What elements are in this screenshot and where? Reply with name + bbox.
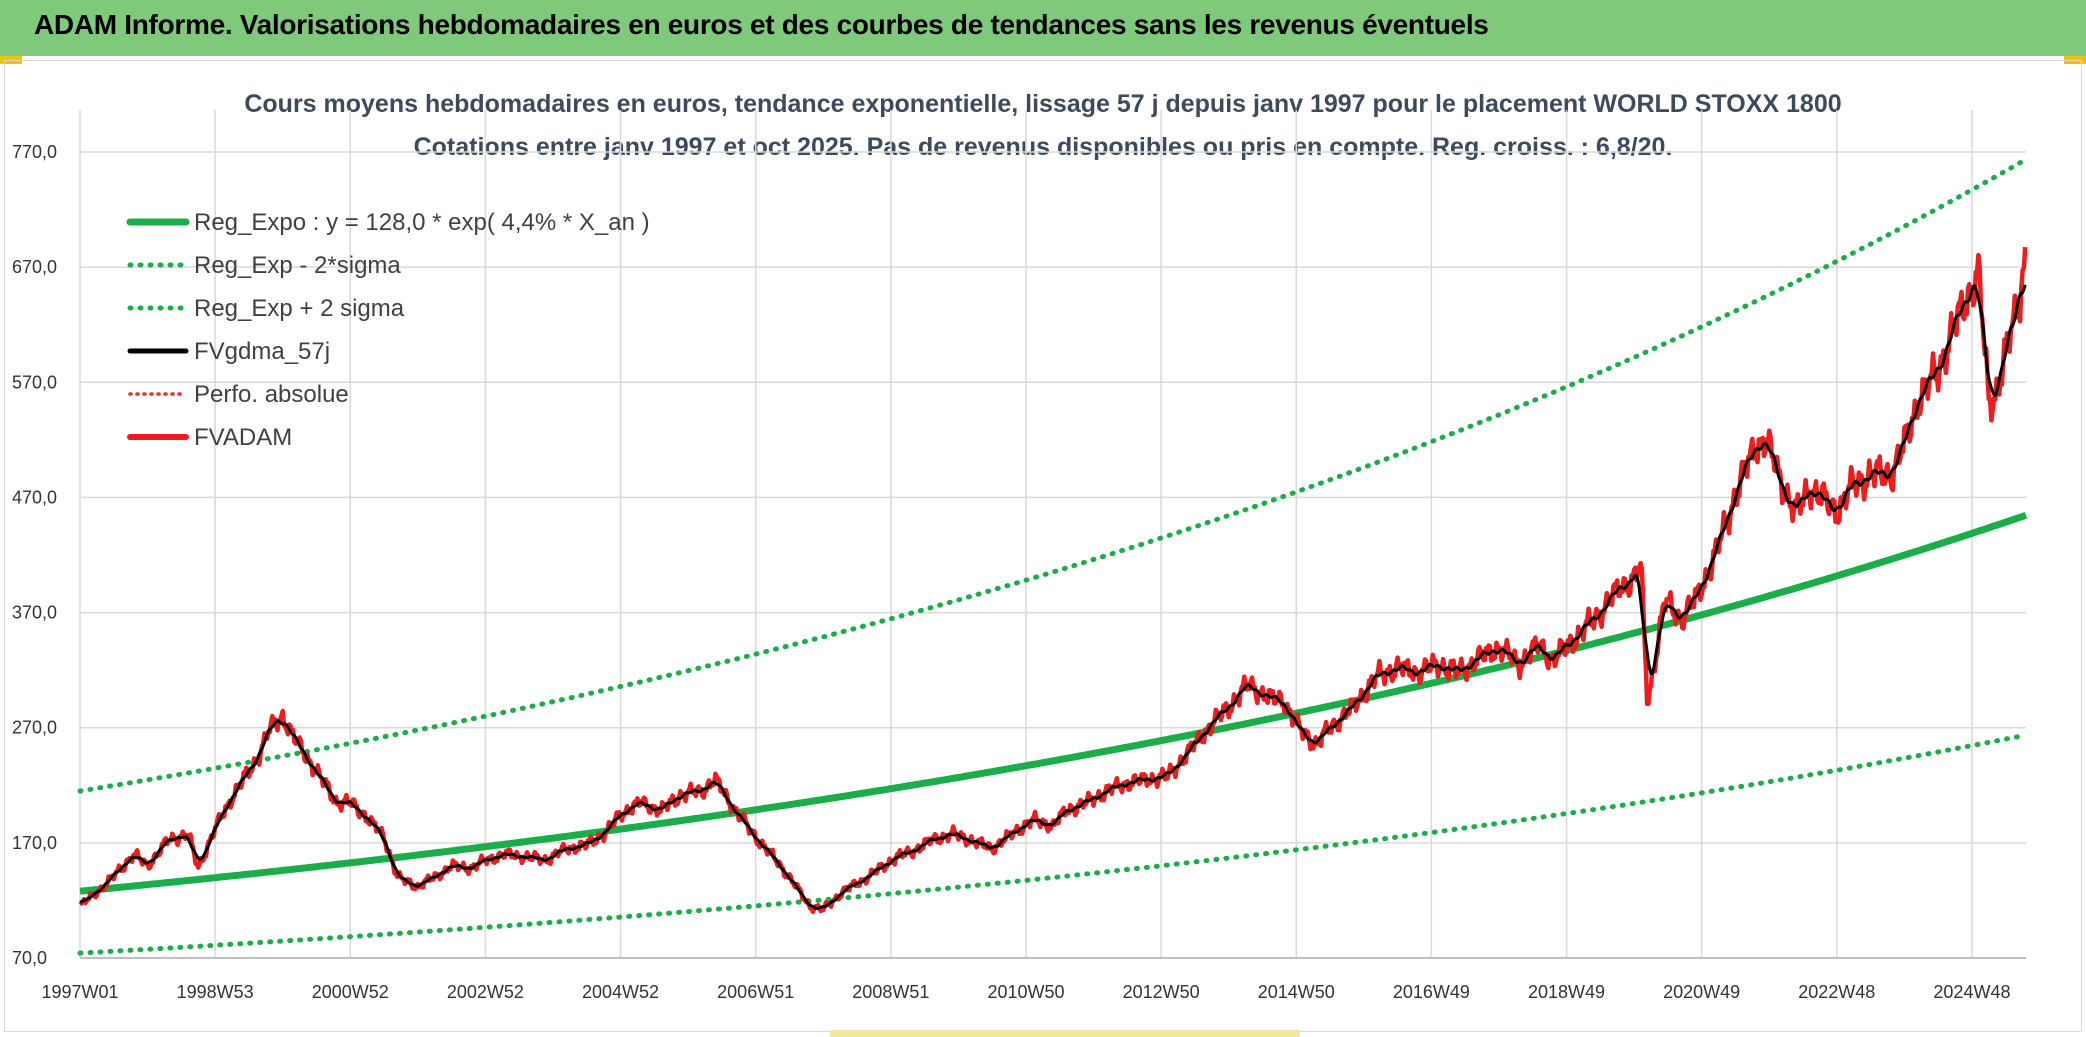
series-fvadam	[78, 246, 2028, 915]
legend-label: Perfo. absolue	[194, 381, 349, 408]
x-tick-label: 2004W52	[582, 982, 659, 1002]
x-tick-label: 2024W48	[1933, 982, 2010, 1002]
page-title: ADAM Informe. Valorisations hebdomadaire…	[34, 9, 1489, 40]
bottom-strip	[830, 1030, 1300, 1037]
series-reg-expo	[79, 511, 2028, 895]
x-tick-label: 2022W48	[1798, 982, 1875, 1002]
plot-area	[77, 156, 2029, 956]
x-axis: 1997W01 1998W53 2000W52 2002W52 2004W52 2006W…	[41, 957, 2026, 1002]
legend-label: Reg_Expo : y = 128,0 * exp( 4,4% * X_an …	[194, 209, 650, 236]
y-tick-label: 770,0	[12, 142, 57, 162]
header-banner: ADAM Informe. Valorisations hebdomadaire…	[0, 0, 2086, 56]
y-tick-label: 170,0	[12, 833, 57, 853]
chart-subtitle: Cotations entre janv 1997 et oct 2025. P…	[414, 133, 1673, 161]
chart-title: Cours moyens hebdomadaires en euros, ten…	[244, 90, 1841, 118]
x-tick-label: 2000W52	[312, 982, 389, 1002]
legend-label: Reg_Exp + 2 sigma	[194, 295, 405, 322]
x-tick-label: 2018W49	[1528, 982, 1605, 1002]
x-tick-label: 2020W49	[1663, 982, 1740, 1002]
x-tick-label: 2014W50	[1258, 982, 1335, 1002]
legend: Reg_Expo : y = 128,0 * exp( 4,4% * X_an …	[126, 209, 650, 451]
x-tick-label: 1998W53	[177, 982, 254, 1002]
x-tick-label: 1997W01	[41, 982, 118, 1002]
y-tick-label: 70,0	[12, 948, 47, 968]
y-axis: 770,0 670,0 570,0 470,0 370,0 270,0 170,0 70,0	[12, 142, 57, 968]
x-tick-label: 2012W50	[1123, 982, 1200, 1002]
legend-label: Reg_Exp - 2*sigma	[194, 252, 401, 279]
x-tick-label: 2016W49	[1393, 982, 1470, 1002]
series-reg-exp-minus-2-sigma	[77, 732, 2029, 956]
legend-label: FVADAM	[194, 424, 292, 451]
y-tick-label: 570,0	[12, 372, 57, 392]
y-tick-label: 370,0	[12, 603, 57, 623]
y-tick-label: 670,0	[12, 257, 57, 277]
y-tick-label: 470,0	[12, 487, 57, 507]
series-fvgdma-57j	[79, 284, 2027, 911]
x-tick-label: 2006W51	[717, 982, 794, 1002]
legend-label: FVgdma_57j	[194, 338, 330, 365]
y-tick-label: 270,0	[12, 718, 57, 738]
series-reg-exp-plus-2-sigma	[77, 156, 2029, 794]
grid	[79, 110, 2026, 959]
x-tick-label: 2010W50	[987, 982, 1064, 1002]
x-tick-label: 2008W51	[852, 982, 929, 1002]
x-tick-label: 2002W52	[447, 982, 524, 1002]
